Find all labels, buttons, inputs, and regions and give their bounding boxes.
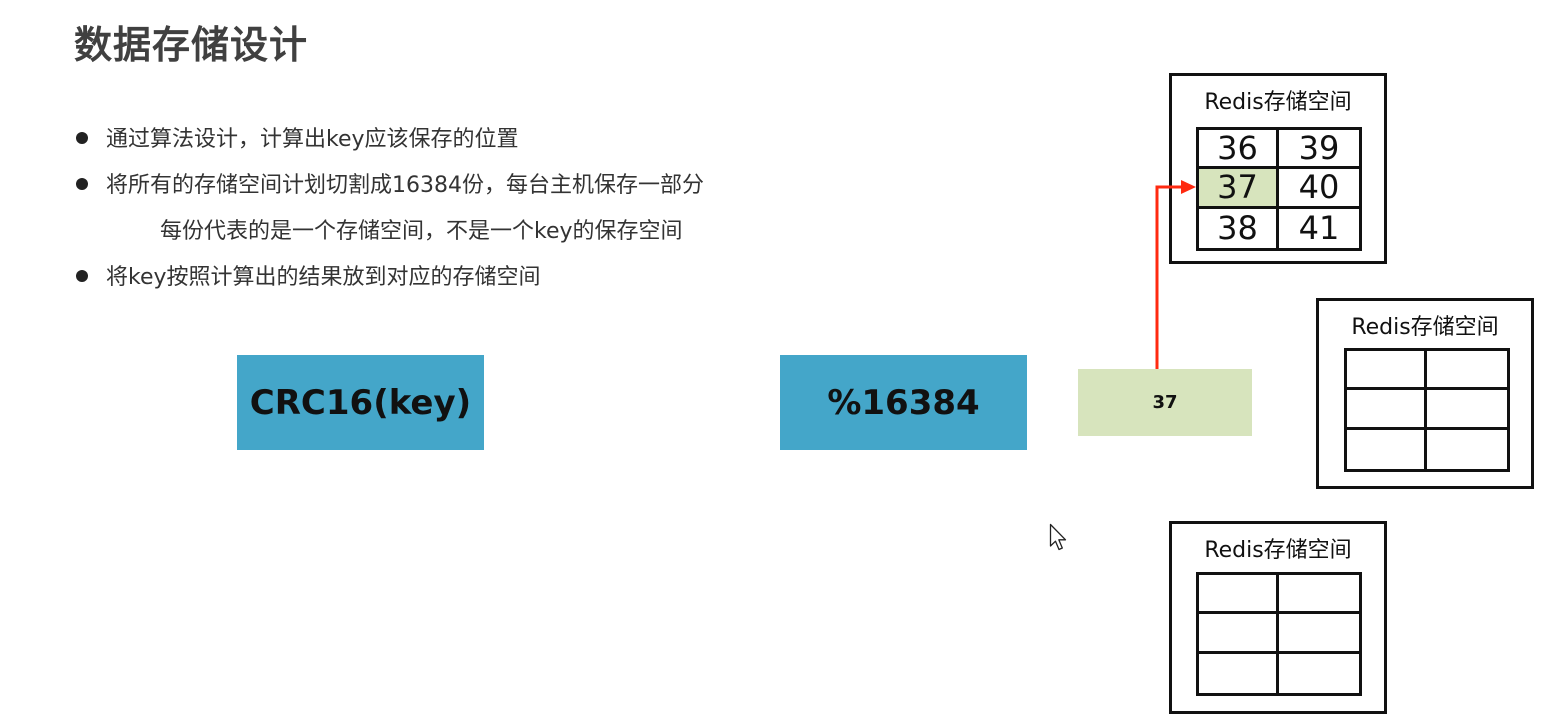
bullet-dot-icon bbox=[76, 132, 88, 144]
mouse-pointer-icon bbox=[1049, 523, 1067, 551]
sub-bullet-text: 每份代表的是一个存储空间，不是一个key的保存空间 bbox=[160, 219, 683, 244]
slot-cell: 41 bbox=[1298, 209, 1340, 248]
result-box: 37 bbox=[1078, 369, 1252, 436]
bullet-text: 将所有的存储空间计划切割成16384份，每台主机保存一部分 bbox=[106, 173, 704, 198]
slot-cell bbox=[1279, 575, 1359, 615]
bullet-dot-icon bbox=[76, 178, 88, 190]
bullet-item-1: 通过算法设计，计算出key应该保存的位置 bbox=[76, 124, 519, 156]
slot-cell bbox=[1199, 653, 1279, 693]
slot-cell: 40 bbox=[1279, 169, 1359, 209]
bullet-item-3: 将key按照计算出的结果放到对应的存储空间 bbox=[76, 262, 541, 294]
redis-node-1: Redis存储空间 36 39 37 40 38 41 bbox=[1169, 73, 1387, 264]
slot-cell: 39 bbox=[1279, 130, 1359, 170]
slot-grid bbox=[1196, 572, 1362, 696]
slot-cell bbox=[1347, 390, 1427, 430]
slot-cell: 36 bbox=[1199, 130, 1279, 170]
bullet-item-2: 将所有的存储空间计划切割成16384份，每台主机保存一部分 bbox=[76, 170, 704, 202]
slot-cell: 38 bbox=[1199, 208, 1279, 248]
slot-cell-highlighted: 37 bbox=[1199, 169, 1279, 209]
redis-node-label: Redis存储空间 bbox=[1351, 315, 1499, 340]
slot-cell bbox=[1199, 575, 1279, 615]
slot-cell bbox=[1279, 614, 1359, 654]
slot-cell bbox=[1427, 351, 1507, 391]
slot-cell bbox=[1347, 351, 1427, 391]
page-title: 数据存储设计 bbox=[74, 23, 309, 67]
redis-node-label: Redis存储空间 bbox=[1204, 538, 1352, 563]
slot-cell bbox=[1427, 390, 1507, 430]
slot-cell bbox=[1347, 429, 1427, 469]
slot-grid bbox=[1344, 348, 1510, 472]
slot-cell bbox=[1427, 430, 1507, 469]
redis-node-label: Redis存储空间 bbox=[1204, 90, 1352, 115]
bullet-dot-icon bbox=[76, 270, 88, 282]
redis-node-3: Redis存储空间 bbox=[1169, 521, 1387, 714]
bullet-text: 将key按照计算出的结果放到对应的存储空间 bbox=[106, 265, 541, 290]
slot-grid: 36 39 37 40 38 41 bbox=[1196, 127, 1362, 251]
redis-node-2: Redis存储空间 bbox=[1316, 298, 1534, 489]
bullet-text: 通过算法设计，计算出key应该保存的位置 bbox=[106, 127, 519, 152]
modulo-box: %16384 bbox=[780, 355, 1027, 450]
crc16-box: CRC16(key) bbox=[237, 355, 484, 450]
slot-cell bbox=[1199, 614, 1279, 654]
slot-cell bbox=[1279, 654, 1359, 693]
